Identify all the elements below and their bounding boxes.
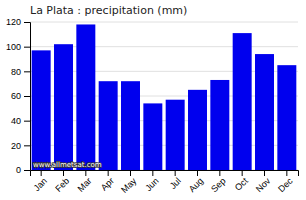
tick: Jan [32,170,49,193]
axis-line [31,171,299,177]
tick-label: 0 [16,165,21,175]
tick-label: Sep [209,176,227,194]
tick-label: Dec [276,175,295,194]
bar [277,65,296,170]
tick: Feb [53,170,71,194]
tick: 0 [16,165,30,175]
tick-mark [108,170,109,176]
tick-label: 120 [6,17,21,27]
bar [76,24,95,170]
tick: Jun [143,170,160,193]
tick-mark [24,47,30,48]
tick-label: Apr [99,176,116,193]
bar [99,81,118,170]
y-axis: 0 20 40 60 80 100 120 [6,17,31,175]
tick-label: Jun [143,176,160,193]
tick-label: May [119,175,138,194]
tick-label: 40 [11,116,21,126]
tick-label: 20 [11,141,21,151]
title: La Plata : precipitation (mm) [30,4,187,17]
tick-label: Jul [168,176,183,191]
chart: 0 20 40 60 80 100 120 JanFeb Mar AprMay Jun Jul AugS… [0,0,306,200]
tick-mark [264,170,265,176]
tick-mark [152,170,153,176]
tick-mark [24,170,30,171]
tick: 60 [11,91,30,101]
tick: Sep [209,170,227,194]
tick-label: Oct [233,175,250,192]
bar [210,80,229,170]
tick-mark [242,170,243,176]
tick-mark [63,170,64,176]
tick: 120 [6,17,30,27]
grid-line [30,22,298,23]
plot: 0 20 40 60 80 100 120 JanFeb Mar AprMay Jun Jul AugS… [6,17,299,195]
tick: May [119,170,138,195]
tick: 80 [11,67,30,77]
bar [143,103,162,170]
bar [32,50,51,170]
axis-line [24,23,31,171]
bar [233,33,252,170]
tick-mark [41,170,42,176]
tick-mark [24,121,30,122]
tick: 40 [11,116,30,126]
tick-mark [175,170,176,176]
tick-mark [24,22,30,23]
tick-label: 100 [6,42,21,52]
tick: Jul [168,170,183,191]
tick: Nov [254,170,273,194]
tick-mark [286,170,287,176]
x-axis: JanFeb Mar AprMay Jun Jul AugSep OctNovDec [31,170,299,195]
tick-label: Aug [187,176,205,194]
bars [32,24,297,170]
tick: Apr [99,170,116,193]
tick: 20 [11,141,30,151]
tick: Oct [233,170,250,193]
tick-label: 60 [11,91,21,101]
tick-mark [24,71,30,72]
watermark: www.allmetsat.com [33,161,102,169]
tick-label: Nov [254,175,273,194]
bar [255,54,274,170]
bar [188,90,207,170]
tick-mark [197,170,198,176]
tick: Aug [187,170,205,194]
tick-mark [219,170,220,176]
tick-mark [85,170,86,176]
tick: Dec [276,170,295,194]
tick-mark [24,145,30,146]
bar [166,100,185,170]
bar [54,44,73,170]
tick-label: Mar [76,176,94,194]
grid [30,22,298,170]
tick-mark [24,96,30,97]
bar [121,81,140,170]
tick-label: 80 [11,67,21,77]
tick-label: Feb [53,176,71,194]
tick-label: Jan [32,176,49,193]
tick: 100 [6,42,30,52]
tick: Mar [76,170,94,194]
tick-mark [130,170,131,176]
